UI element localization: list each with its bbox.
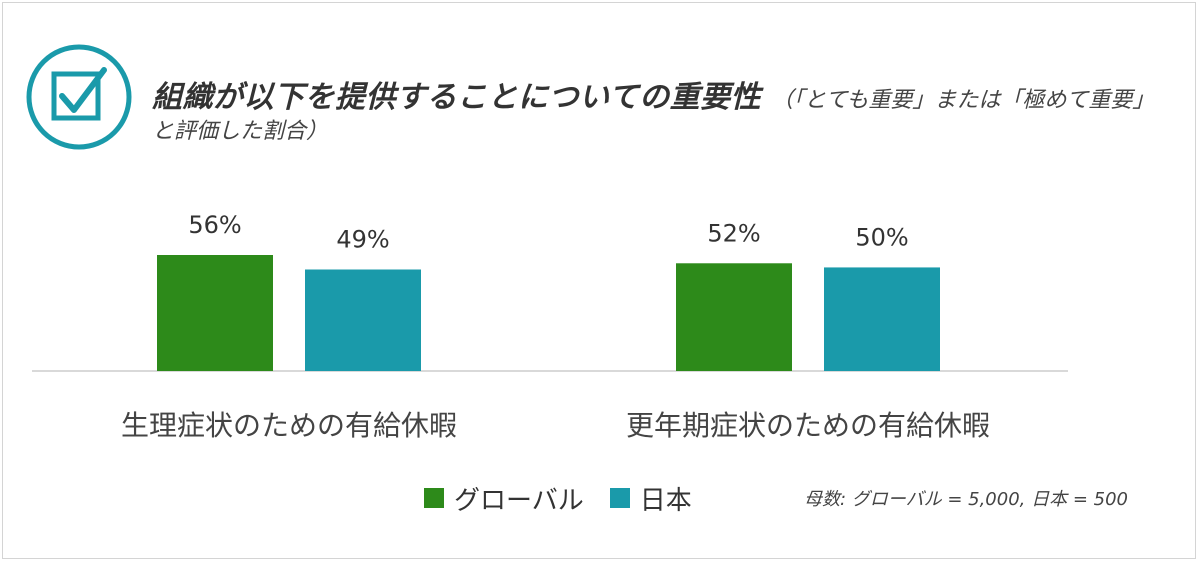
data-label-japan-1: 49%: [336, 226, 389, 254]
data-label-global-1: 56%: [188, 211, 241, 239]
chart-subtitle: （「とても重要」または「極めて重要」: [771, 88, 1155, 113]
data-label-japan-2: 50%: [855, 223, 908, 251]
category-label-2: 更年期症状のための有給休暇: [626, 409, 990, 442]
legend-label-global: グローバル: [454, 485, 584, 516]
category-label-1: 生理症状のための有給休暇: [121, 409, 457, 442]
legend-item-global: グローバル: [424, 480, 584, 517]
chart-title-block: 組織が以下を提供することについての重要性 （「とても重要」または「極めて重要」 と…: [152, 78, 1192, 146]
chart-subtitle-continued: と評価した割合）: [152, 119, 329, 144]
checkbox-check-icon: [26, 44, 132, 150]
legend-swatch-japan: [609, 488, 630, 508]
sample-size-note: 母数: グローバル = 5,000, 日本 = 500: [804, 489, 1128, 510]
chart-legend: グローバル 日本: [424, 478, 692, 518]
legend-item-japan: 日本: [609, 480, 692, 517]
legend-label-japan: 日本: [639, 485, 692, 516]
data-label-global-2: 52%: [707, 219, 760, 247]
bar-japan-1: [305, 269, 421, 371]
bar-global-1: [157, 255, 273, 371]
legend-swatch-global: [424, 488, 444, 508]
bar-japan-2: [824, 267, 940, 371]
bar-global-2: [676, 263, 792, 371]
chart-title: 組織が以下を提供することについての重要性: [152, 80, 762, 115]
